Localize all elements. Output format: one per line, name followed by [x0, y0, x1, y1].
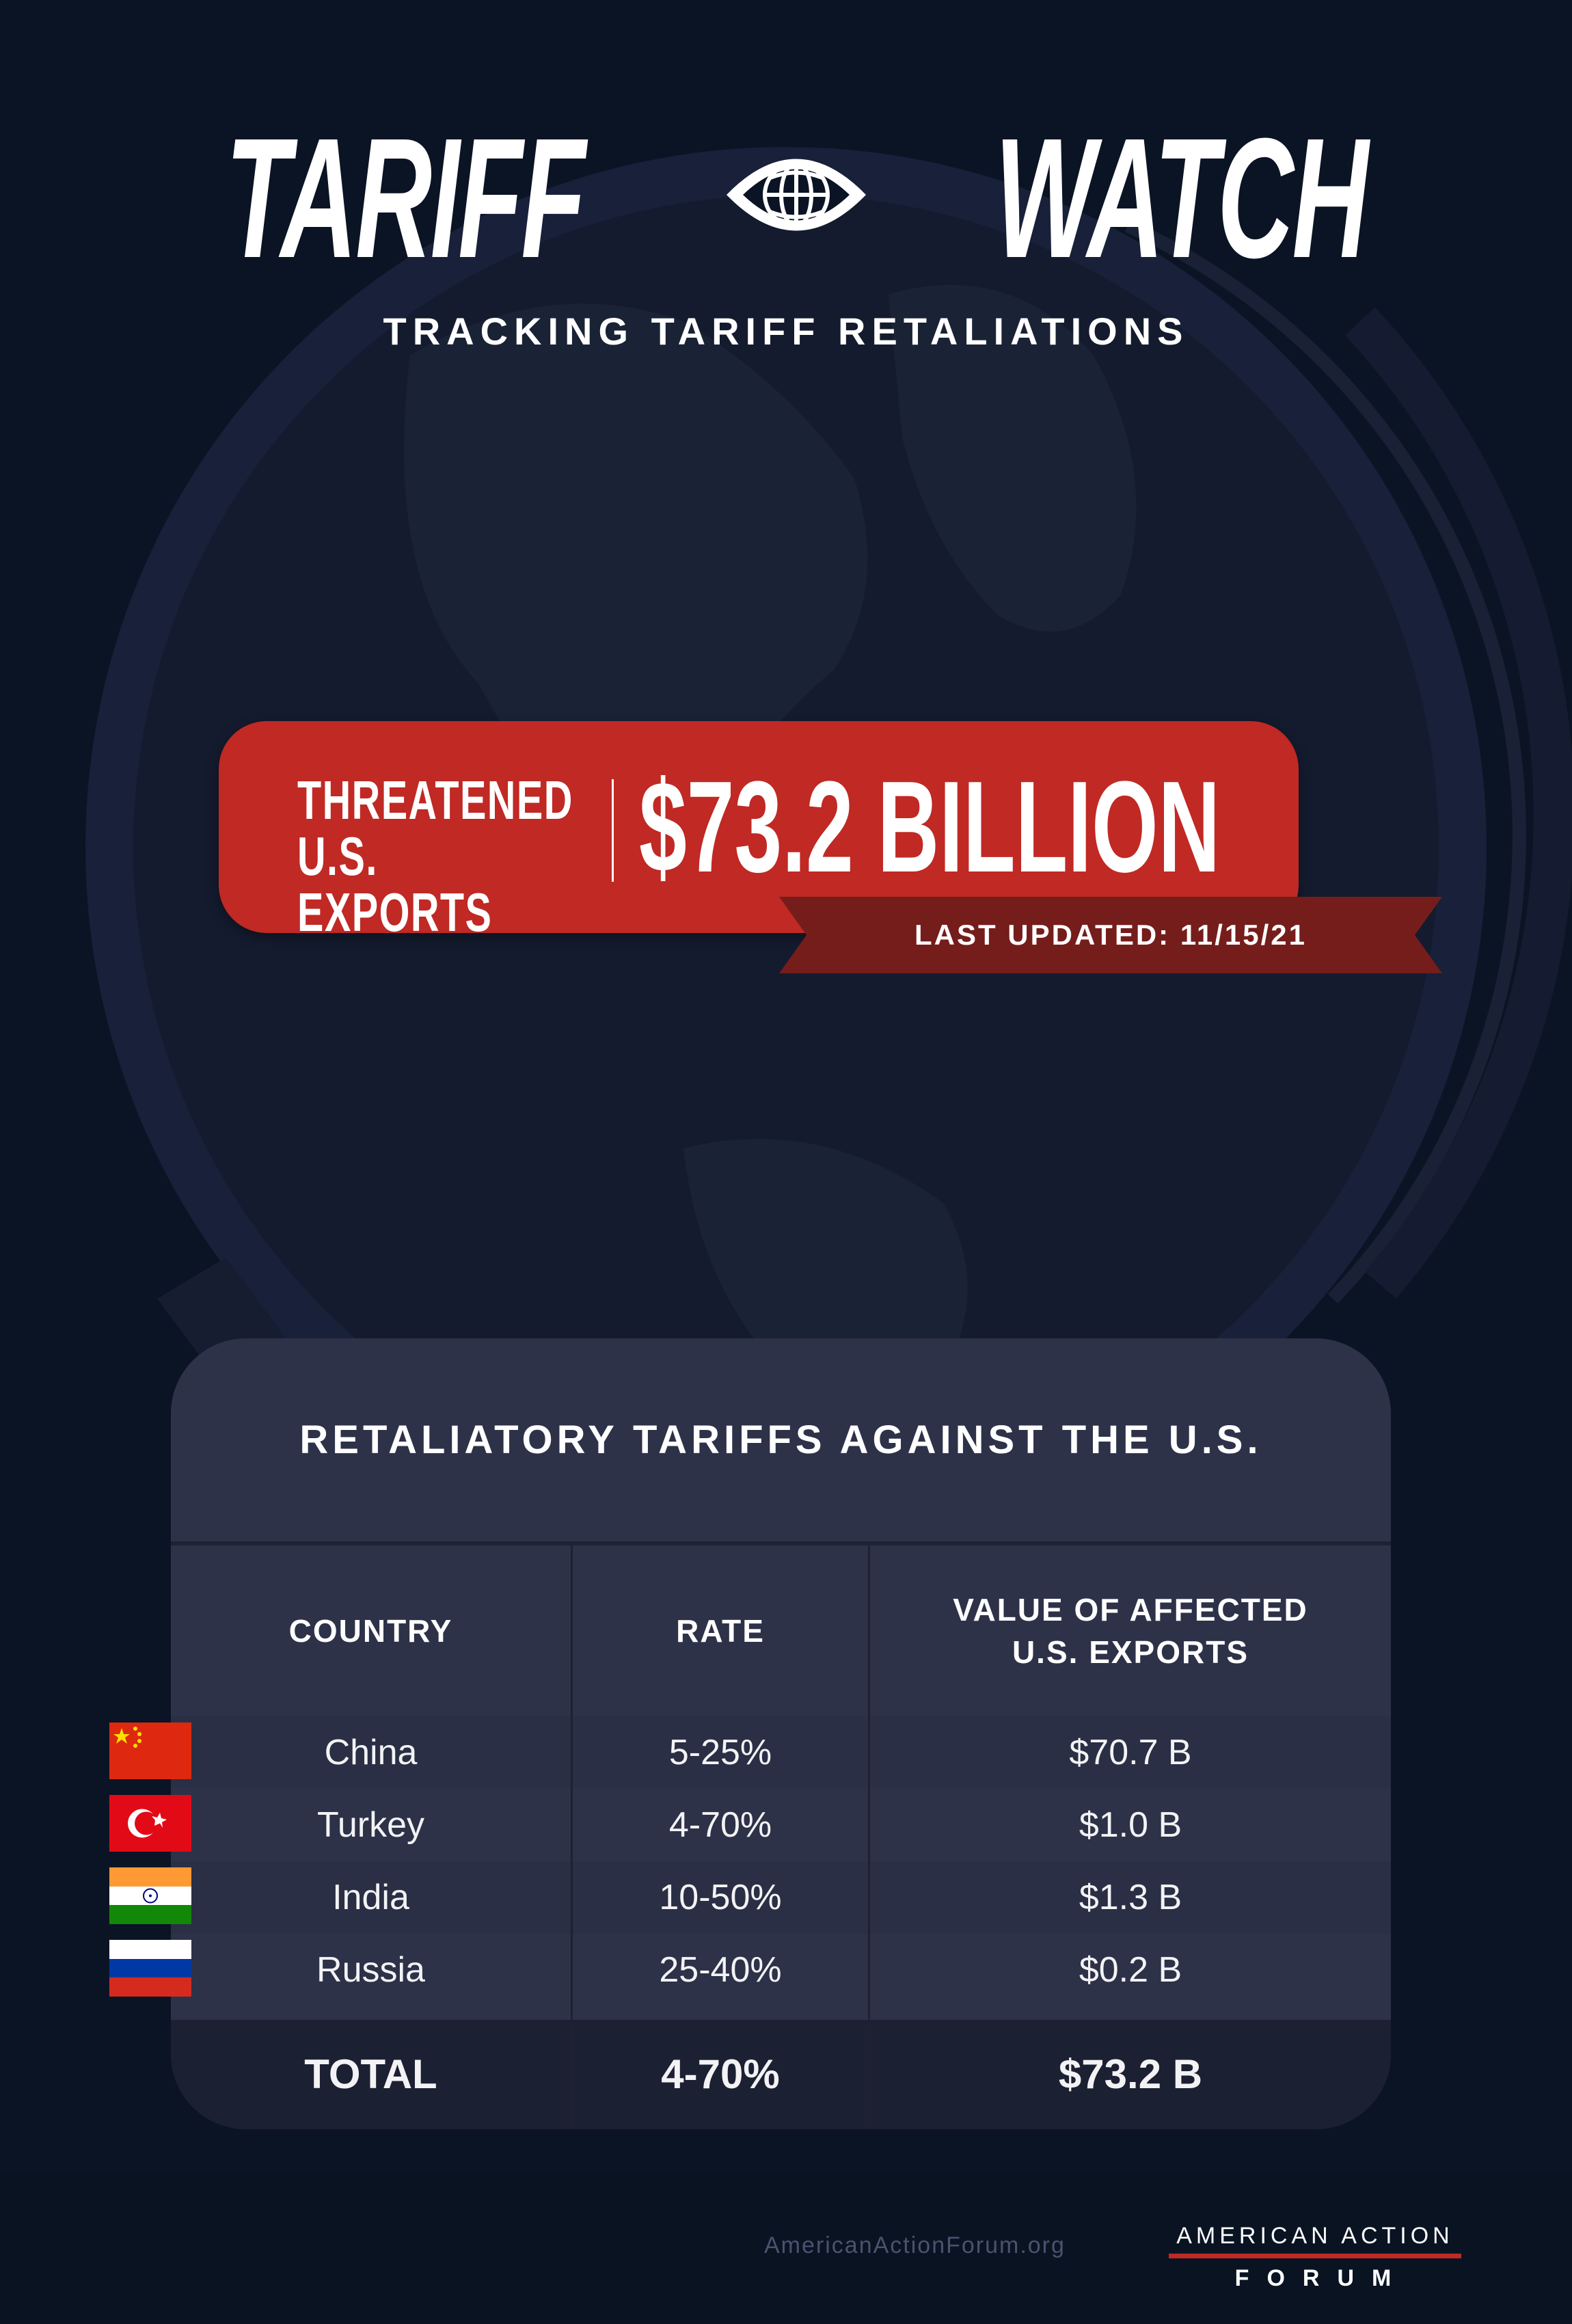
title: TARIFF WATCH	[0, 103, 1572, 293]
table-title: RETALIATORY TARIFFS AGAINST THE U.S.	[299, 1418, 1262, 1462]
title-left: TARIFF	[226, 103, 586, 293]
rate-cell: 25-40%	[659, 1950, 782, 1990]
retaliatory-tariffs-table: RETALIATORY TARIFFS AGAINST THE U.S. COU…	[171, 1338, 1391, 2129]
table-row: Turkey 4-70% $1.0 B	[171, 1789, 1391, 1861]
table-row: India 10-50% $1.3 B	[171, 1861, 1391, 1934]
eye-globe-icon	[727, 159, 866, 231]
value-cell: $1.3 B	[1079, 1878, 1182, 1917]
banner-label: THREATENED U.S. EXPORTS	[297, 770, 573, 943]
banner-label-line2: U.S. EXPORTS	[297, 826, 493, 943]
total-row: TOTAL 4-70% $73.2 B	[171, 2020, 1391, 2129]
title-divider	[171, 1541, 1391, 1545]
subtitle: TRACKING TARIFF RETALIATIONS	[383, 310, 1189, 353]
column-header-value: VALUE OF AFFECTED U.S. EXPORTS	[870, 1545, 1391, 1716]
column-header-rate: RATE	[676, 1613, 765, 1649]
american-action-forum-logo: AMERICAN ACTION FORUM	[1169, 2223, 1461, 2292]
logo-red-bar	[1169, 2254, 1461, 2258]
china-flag-icon	[109, 1722, 191, 1779]
rate-cell: 4-70%	[668, 1805, 772, 1845]
column-divider	[868, 1545, 870, 2129]
rate-cell: 5-25%	[668, 1733, 772, 1772]
country-cell: India	[332, 1878, 409, 1917]
footer-band	[0, 2174, 1572, 2324]
logo-line1: AMERICAN ACTION	[1176, 2223, 1454, 2249]
rate-cell: 10-50%	[659, 1878, 782, 1917]
last-updated-text: LAST UPDATED: 11/15/21	[914, 919, 1307, 951]
total-label: TOTAL	[304, 2051, 437, 2097]
turkey-flag-icon	[109, 1795, 191, 1852]
table-row: Russia 25-40% $0.2 B	[171, 1934, 1391, 2006]
column-header-value-line2: U.S. EXPORTS	[1012, 1634, 1249, 1670]
total-rate: 4-70%	[661, 2051, 780, 2097]
total-value: $73.2 B	[1058, 2051, 1203, 2097]
column-header-value-line1: VALUE OF AFFECTED	[953, 1592, 1308, 1627]
column-header-country: COUNTRY	[288, 1613, 453, 1649]
logo-line2: FORUM	[1234, 2265, 1409, 2291]
india-flag-icon	[109, 1867, 191, 1924]
value-cell: $0.2 B	[1079, 1950, 1182, 1990]
ribbon-shape	[779, 897, 1442, 973]
website-link[interactable]: AmericanActionForum.org	[764, 2232, 1066, 2258]
value-cell: $70.7 B	[1069, 1733, 1192, 1772]
column-divider	[571, 1545, 573, 2129]
banner-value: $73.2 BILLION	[639, 755, 1221, 900]
banner-label-line1: THREATENED	[297, 770, 573, 830]
value-cell: $1.0 B	[1079, 1805, 1182, 1845]
country-cell: China	[324, 1733, 418, 1772]
russia-flag-icon	[109, 1940, 191, 1997]
title-right: WATCH	[994, 103, 1369, 293]
country-cell: Turkey	[317, 1805, 424, 1845]
table-row: China 5-25% $70.7 B	[171, 1716, 1391, 1789]
banner-divider	[612, 779, 614, 882]
country-cell: Russia	[316, 1950, 425, 1990]
last-updated-ribbon: LAST UPDATED: 11/15/21	[779, 897, 1442, 973]
